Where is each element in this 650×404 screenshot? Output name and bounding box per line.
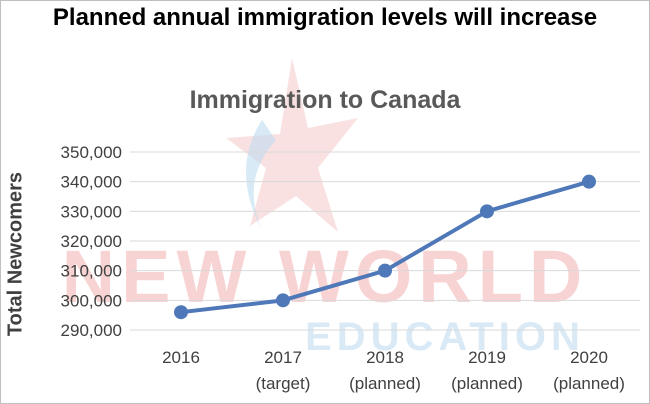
watermark-line1: NEW WORLD [62, 235, 589, 318]
x-tick-label: 2020 (planned) [553, 348, 625, 393]
headline: Planned annual immigration levels will i… [52, 4, 598, 31]
data-point [582, 174, 596, 189]
chart-title: Immigration to Canada [189, 86, 461, 114]
y-axis-label: Total Newcomers [4, 171, 27, 337]
x-tick-label: 2018 (planned) [349, 348, 421, 393]
x-tick-label: 2016 [162, 348, 200, 367]
data-point [174, 305, 188, 320]
watermark: NEW WORLD EDUCATION [62, 58, 589, 359]
x-axis-ticks: 2016 2017 (target) 2018 (planned) 2019 (planne… [162, 348, 625, 393]
y-tick-label: 350,000 [61, 143, 122, 162]
watermark-star-icon [226, 58, 358, 232]
y-tick-label: 300,000 [61, 291, 122, 310]
x-tick-label: 2019 (planned) [451, 348, 523, 393]
y-tick-label: 310,000 [61, 262, 122, 281]
x-tick-label: 2017 (target) [256, 348, 311, 393]
watermark-line2: EDUCATION [305, 315, 585, 359]
data-point [276, 293, 290, 308]
y-tick-label: 290,000 [61, 321, 122, 340]
data-point [378, 263, 392, 278]
y-tick-label: 340,000 [61, 173, 122, 192]
y-axis-ticks: 290,000 300,000 310,000 320,000 330,000 340,0… [61, 143, 122, 340]
y-tick-label: 330,000 [61, 202, 122, 221]
series-group [174, 174, 596, 320]
watermark-swoosh-icon [246, 120, 276, 230]
y-tick-label: 320,000 [61, 232, 122, 251]
data-point [480, 204, 494, 219]
